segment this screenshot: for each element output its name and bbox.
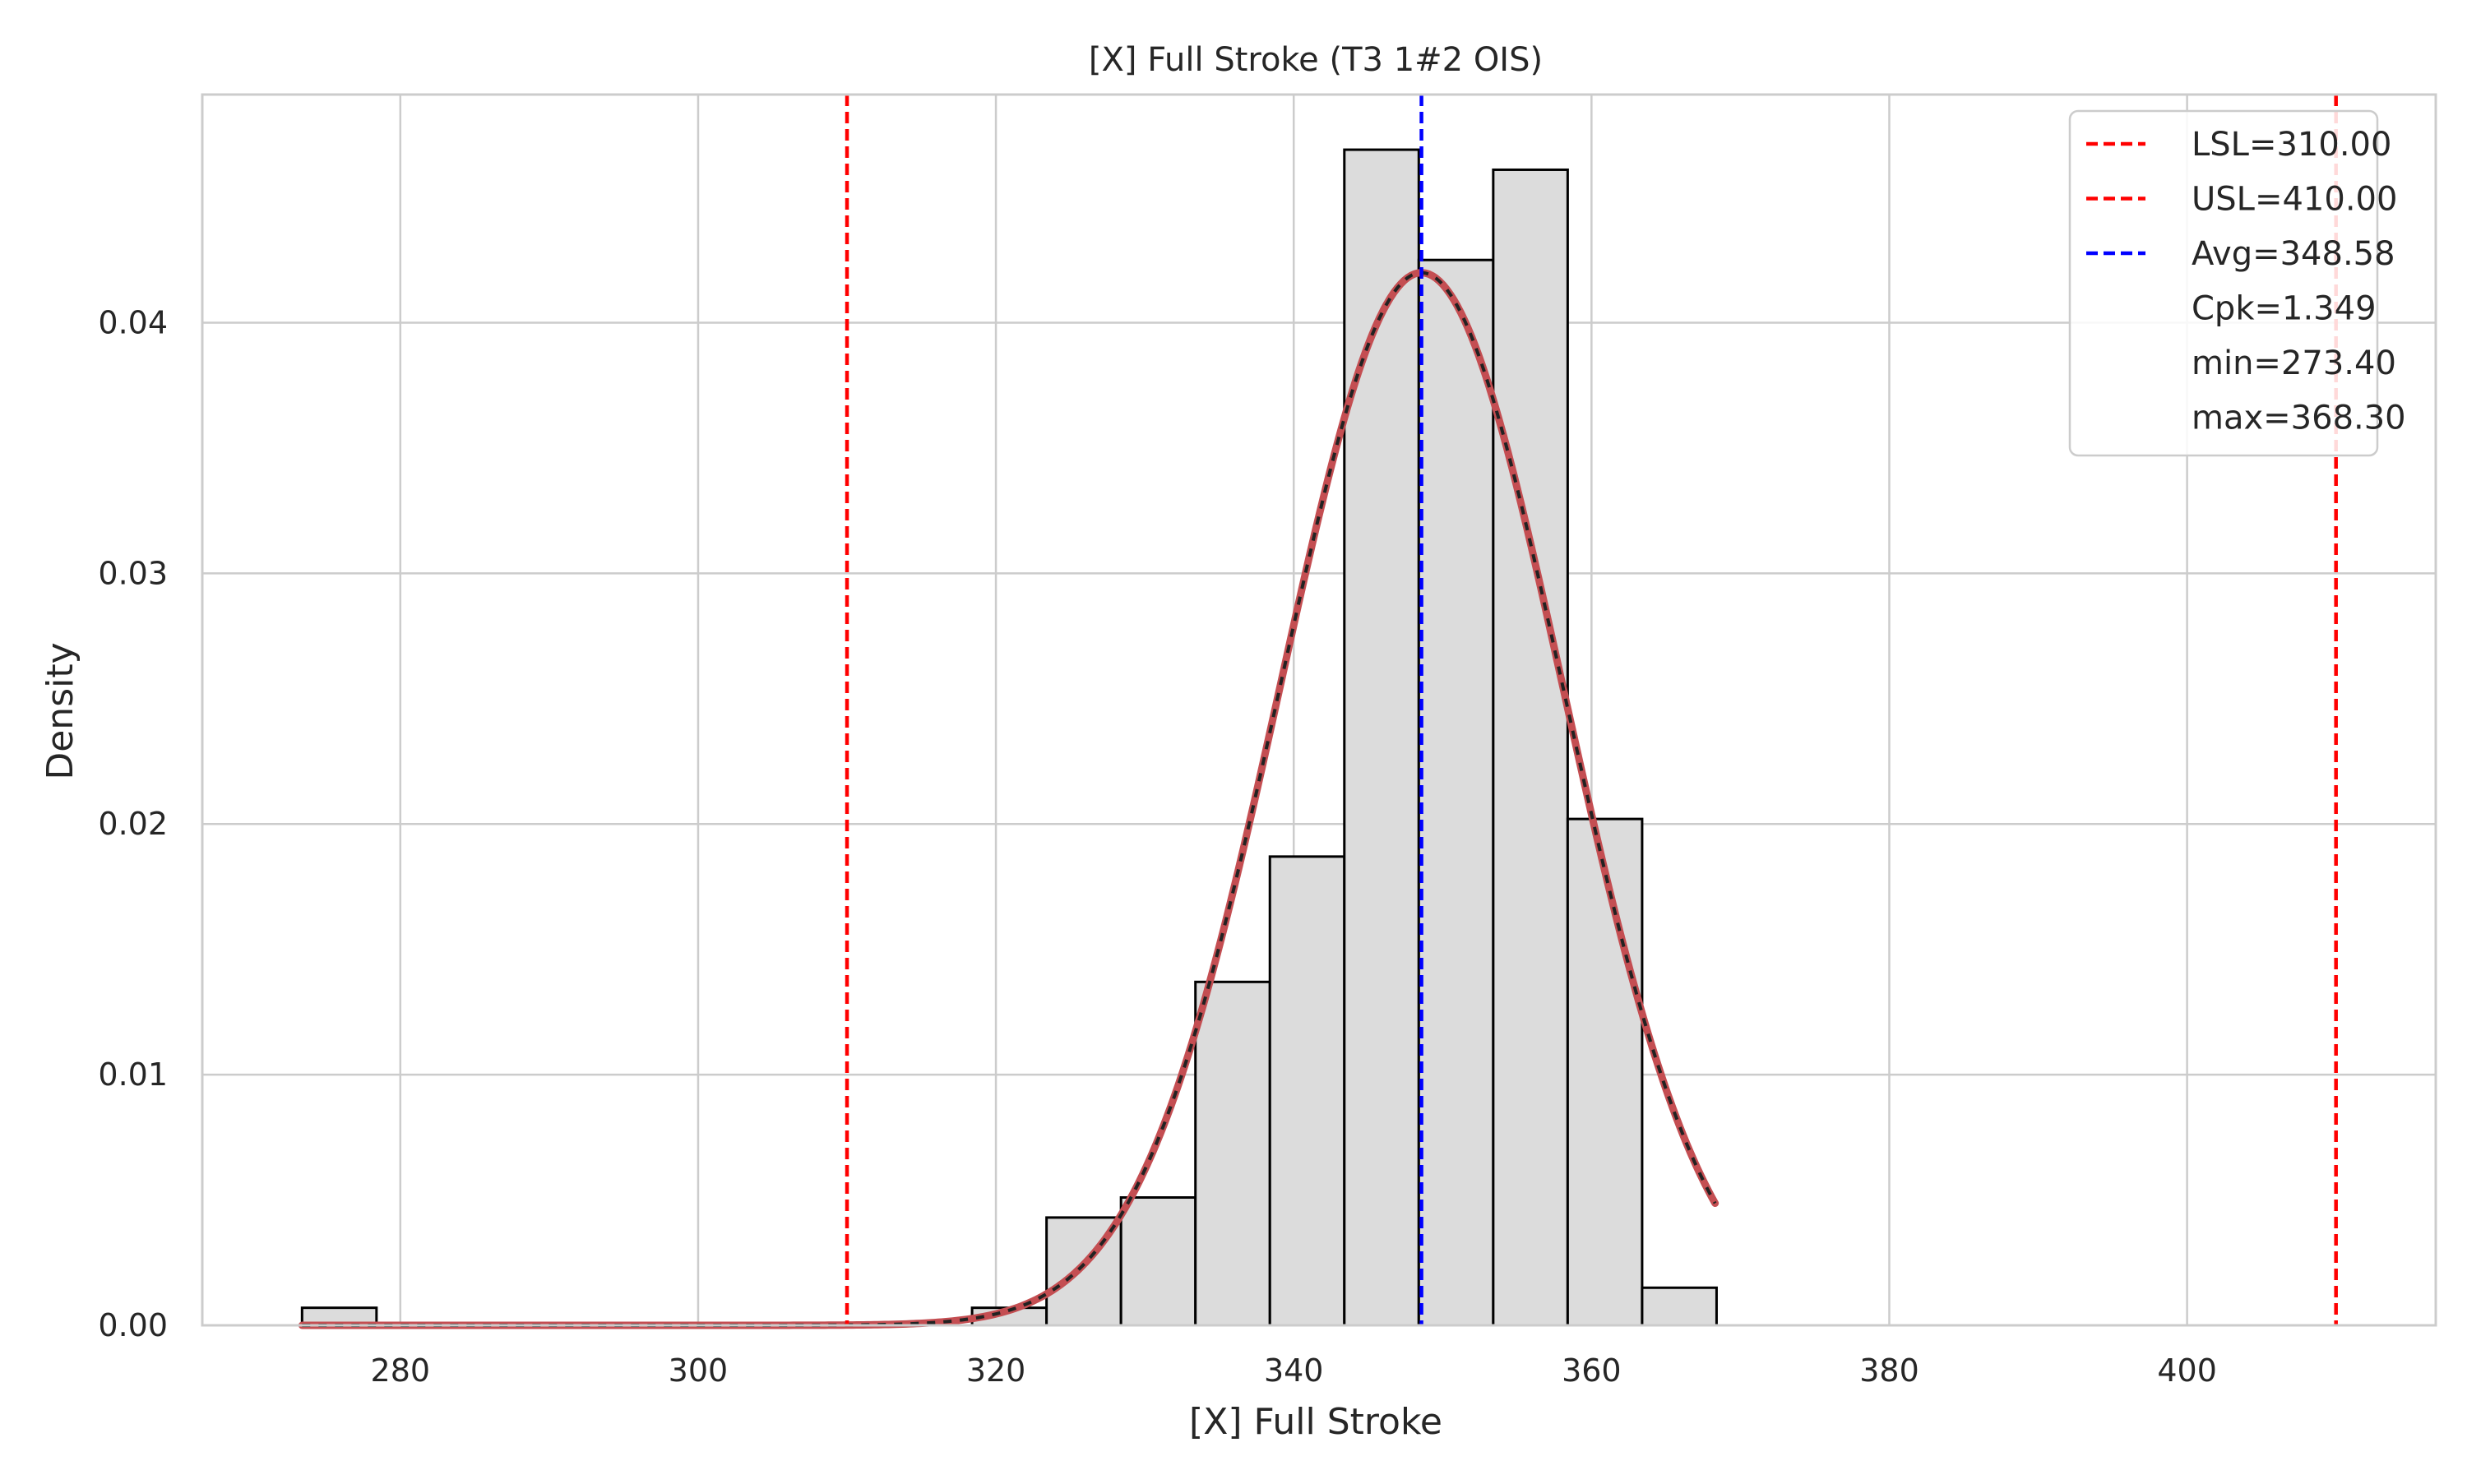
y-tick-label: 0.00 xyxy=(98,1307,168,1343)
histogram-bar xyxy=(1194,980,1271,1327)
x-tick-label: 300 xyxy=(669,1352,729,1389)
legend-box xyxy=(2068,109,2379,457)
legend-label: Cpk=1.349 xyxy=(2192,290,2377,328)
y-axis-label: Density xyxy=(39,642,81,779)
histogram-bar xyxy=(1119,1196,1197,1327)
x-tick-label: 380 xyxy=(1859,1352,1919,1389)
x-tick-label: 360 xyxy=(1562,1352,1622,1389)
histogram-bar xyxy=(1268,855,1346,1327)
histogram-bar xyxy=(1417,258,1495,1327)
y-tick-label: 0.02 xyxy=(98,806,168,842)
plot-frame xyxy=(201,93,2437,1327)
legend: LSL=310.00 USL=410.00 Avg=348.58 Cpk=1.349 m… xyxy=(2068,109,2406,457)
x-tick-label: 400 xyxy=(2157,1352,2217,1389)
histogram-bar xyxy=(1343,148,1420,1327)
x-axis-ticks: 280 300 320 340 360 380 400 xyxy=(371,1352,2217,1389)
histogram-bar xyxy=(1641,1286,1718,1327)
y-axis-ticks: 0.00 0.01 0.02 0.03 0.04 xyxy=(98,304,168,1343)
histogram-bar xyxy=(1492,168,1569,1327)
histogram-bars xyxy=(300,148,1718,1327)
x-tick-label: 280 xyxy=(371,1352,431,1389)
y-tick-label: 0.01 xyxy=(98,1056,168,1093)
legend-label: max=368.30 xyxy=(2192,400,2406,437)
y-tick-label: 0.04 xyxy=(98,304,168,340)
x-tick-label: 320 xyxy=(966,1352,1026,1389)
chart-title: [X] Full Stroke (T3 1#2 OIS) xyxy=(1089,41,1543,79)
x-tick-label: 340 xyxy=(1264,1352,1324,1389)
legend-label: min=273.40 xyxy=(2192,344,2396,382)
histogram-bar xyxy=(1566,817,1644,1327)
reference-lines xyxy=(845,95,2338,1325)
legend-label: Avg=348.58 xyxy=(2192,235,2395,273)
x-axis-label: [X] Full Stroke xyxy=(1189,1401,1442,1443)
legend-label: LSL=310.00 xyxy=(2192,126,2391,164)
legend-label: USL=410.00 xyxy=(2192,181,2397,219)
y-tick-label: 0.03 xyxy=(98,555,168,591)
